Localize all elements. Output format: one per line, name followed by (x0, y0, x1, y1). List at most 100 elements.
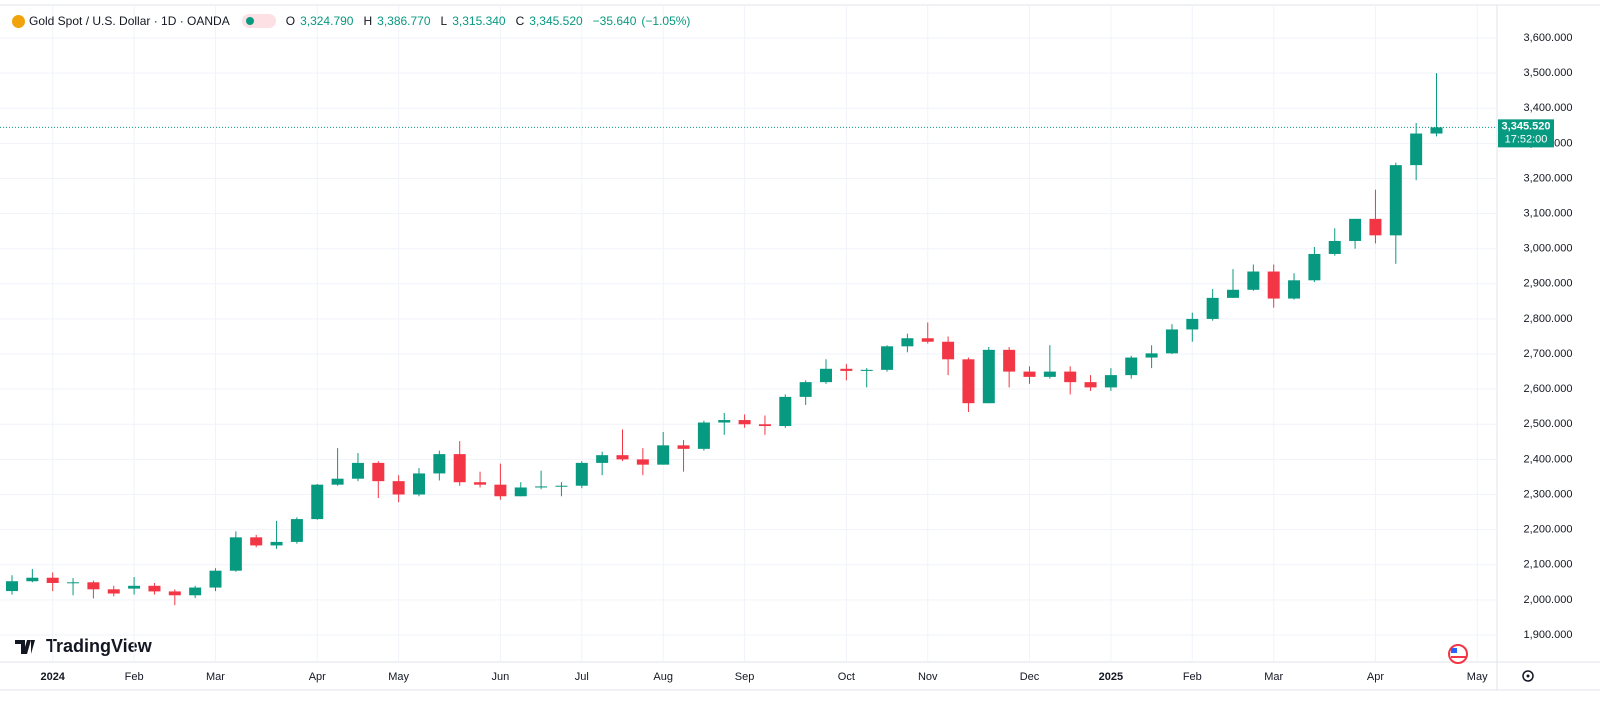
candle-body (474, 482, 487, 485)
legend-header: Gold Spot / U.S. Dollar · 1D · OANDA O 3,… (12, 14, 695, 28)
candle-body (128, 585, 141, 589)
candle-body (1227, 289, 1239, 298)
y-tick-label: 2,800.000 (1524, 313, 1573, 325)
candle-body (820, 368, 832, 383)
candle-body (311, 484, 324, 520)
last-price-tag (1498, 119, 1554, 148)
x-tick-label: Oct (838, 671, 855, 683)
candle-body (901, 338, 914, 347)
candle-body (270, 541, 283, 546)
ohlc-item: H 3,386.770 (363, 14, 435, 28)
candle-body (1369, 218, 1382, 236)
x-tick-label: Sep (735, 671, 755, 683)
candle-body (1308, 253, 1321, 281)
x-tick-label: Aug (653, 671, 673, 683)
candle-body (392, 481, 405, 495)
candle-body (1104, 375, 1117, 388)
candle-body (453, 454, 466, 483)
y-tick-label: 3,400.000 (1524, 102, 1573, 114)
candle-body (413, 473, 425, 495)
candle-body (1043, 371, 1056, 377)
candle-body (738, 420, 751, 425)
countdown: 17:52:00 (1505, 133, 1548, 145)
ohlc-item: O 3,324.790 (286, 14, 359, 28)
y-tick-label: 2,500.000 (1524, 418, 1573, 430)
candle-body (372, 462, 385, 482)
x-tick-label: Feb (125, 671, 144, 683)
x-tick-label: Nov (918, 671, 938, 683)
settings-icon[interactable] (1522, 670, 1534, 682)
candle-body (718, 420, 731, 423)
candle-body (87, 582, 100, 590)
ohlc-key: C (515, 14, 525, 28)
candle-body (26, 577, 39, 582)
x-tick-label: May (388, 671, 409, 683)
last-price-label: 3,345.520 (1502, 120, 1551, 132)
candle-body (148, 585, 161, 592)
y-tick-label: 3,000.000 (1524, 243, 1573, 255)
candle-body (1389, 165, 1402, 236)
candle-body (67, 582, 80, 584)
candle-body (1145, 353, 1158, 358)
candle-body (535, 486, 548, 488)
candle-body (575, 462, 588, 486)
ohlc-value: 3,315.340 (452, 14, 506, 28)
candle-body (860, 369, 873, 371)
symbol-title: Gold Spot / U.S. Dollar · 1D · OANDA (29, 14, 230, 28)
ohlc-value: 3,345.520 (529, 14, 583, 28)
candle-body (942, 341, 955, 360)
change-percent: (−1.05%) (641, 14, 691, 28)
candle-body (209, 570, 222, 588)
y-tick-label: 2,000.000 (1524, 594, 1573, 606)
candle-body (982, 349, 995, 404)
x-tick-label: Jul (575, 671, 589, 683)
x-tick-label: Mar (206, 671, 225, 683)
candle-body (433, 454, 446, 474)
candle-body (840, 368, 853, 371)
candle-body (1410, 133, 1423, 166)
brand: TradingView (46, 636, 153, 656)
y-tick-label: 3,100.000 (1524, 207, 1573, 219)
candle-body (1165, 329, 1178, 354)
x-tick-label: Dec (1020, 671, 1040, 683)
ohlc-item: L 3,315.340 (441, 14, 511, 28)
candle-body (555, 485, 568, 487)
x-tick-label: Apr (1367, 671, 1384, 683)
ohlc-key: H (363, 14, 373, 28)
candle-body (1349, 218, 1362, 241)
y-tick-label: 3,500.000 (1524, 67, 1573, 79)
y-tick-label: 2,200.000 (1524, 524, 1573, 536)
candle-body (1206, 297, 1219, 319)
candle-body (758, 424, 771, 427)
x-tick-label: 2024 (40, 671, 65, 683)
candle-body (1125, 357, 1138, 376)
ohlc-item: C 3,345.520 (516, 14, 588, 28)
y-tick-label: 2,100.000 (1524, 559, 1573, 571)
ohlc-value: 3,324.790 (300, 14, 354, 28)
y-tick-label: 2,300.000 (1524, 488, 1573, 500)
change: −35.640 (592, 14, 637, 28)
x-tick-label: Mar (1264, 671, 1283, 683)
y-tick-label: 1,900.000 (1524, 629, 1573, 641)
candle-body (1328, 240, 1341, 254)
candle-body (799, 382, 812, 397)
candle-body (189, 587, 202, 596)
x-tick-label: May (1467, 671, 1488, 683)
candle-body (494, 484, 507, 497)
candle-body (107, 589, 120, 594)
ohlc-value: 3,386.770 (377, 14, 431, 28)
candle-body (677, 445, 690, 449)
flag-icon (1448, 644, 1468, 664)
status-badge[interactable] (241, 14, 276, 28)
candle-body (1023, 371, 1036, 377)
ohlc-key: O (285, 14, 296, 28)
candle-body (1267, 271, 1280, 299)
candle-body (636, 459, 649, 465)
candle-body (921, 338, 934, 342)
candle-body (596, 455, 609, 463)
candle-body (1084, 382, 1097, 388)
x-tick-label: Apr (309, 671, 326, 683)
